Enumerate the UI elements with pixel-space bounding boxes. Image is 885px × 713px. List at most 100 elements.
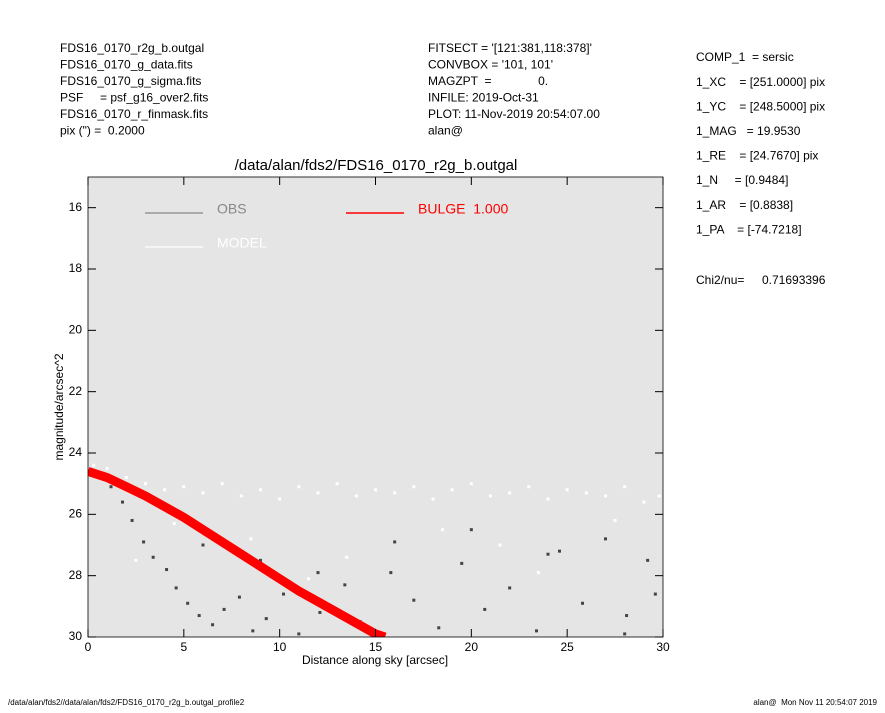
data-point [345, 555, 349, 559]
data-point [625, 614, 629, 618]
data-point [657, 494, 661, 498]
x-tick-label: 15 [369, 640, 383, 654]
data-point [536, 571, 540, 575]
data-point [508, 586, 512, 590]
data-point [565, 488, 569, 492]
data-point [489, 494, 492, 498]
header-middle-line: FITSECT = '[121:381,118:378]' [428, 41, 592, 55]
data-point [343, 583, 347, 587]
data-point [197, 614, 201, 618]
data-point [306, 577, 310, 581]
data-point [211, 623, 215, 627]
y-tick-label: 26 [69, 507, 83, 521]
data-point [393, 540, 397, 544]
data-point [653, 592, 657, 596]
y-tick-label: 16 [69, 200, 83, 214]
data-point [316, 571, 320, 575]
header-left-line: PSF = psf_g16_over2.fits [60, 91, 208, 105]
data-point [278, 497, 282, 501]
data-point [220, 482, 224, 486]
data-point [222, 607, 226, 611]
header-middle-line: CONVBOX = '101, 101' [428, 58, 553, 72]
data-point [354, 494, 358, 498]
data-point [105, 466, 109, 470]
data-point [558, 549, 561, 553]
data-point [469, 482, 473, 486]
header-middle-line: MAGZPT = 0. [428, 74, 548, 88]
y-tick-label: 20 [69, 323, 83, 337]
data-point [182, 485, 186, 489]
data-point [389, 571, 393, 575]
data-point [431, 497, 435, 501]
header-left-line: FDS16_0170_r_finmask.fits [60, 107, 208, 121]
data-point [412, 598, 416, 602]
data-point [109, 485, 113, 489]
chi2-value: 0.71693396 [762, 273, 826, 287]
data-point [584, 491, 588, 495]
data-point [460, 561, 464, 565]
data-point [535, 629, 538, 633]
x-tick-label: 10 [273, 640, 287, 654]
header-middle-line: alan@ [428, 124, 463, 138]
header-middle-line: INFILE: 2019-Oct-31 [428, 91, 539, 105]
data-point [546, 497, 550, 501]
data-point [259, 488, 262, 492]
data-point [165, 568, 169, 572]
legend-label: MODEL [217, 235, 267, 251]
x-tick-label: 30 [656, 640, 670, 654]
data-point [121, 500, 124, 504]
y-tick-label: 24 [69, 445, 83, 459]
y-tick-label: 30 [69, 629, 83, 643]
data-point [623, 485, 627, 489]
data-point [124, 476, 128, 480]
data-point [92, 463, 96, 467]
data-point [201, 491, 205, 495]
data-point [249, 537, 253, 541]
data-point [134, 558, 138, 562]
data-point [412, 485, 416, 489]
data-point [174, 586, 178, 590]
data-point [483, 607, 487, 611]
data-point [151, 555, 155, 559]
data-point [201, 543, 205, 547]
data-point [259, 558, 262, 562]
footer-right: alan@ Mon Nov 11 20:54:07 2019 [753, 698, 877, 707]
footer-left: /data/alan/fds2//data/alan/fds2/FDS16_01… [8, 698, 245, 707]
header-right-line: COMP_1 = sersic [696, 50, 794, 64]
data-point [186, 601, 190, 605]
x-tick-label: 0 [85, 640, 92, 654]
header-right-line: 1_MAG = 19.9530 [696, 124, 801, 138]
header-right-line: 1_XC = [251.0000] pix [696, 75, 825, 89]
data-point [172, 522, 176, 526]
y-tick-label: 22 [69, 384, 83, 398]
y-tick-label: 18 [69, 261, 83, 275]
data-point [604, 537, 607, 541]
header-right-line: 1_PA = [-74.7218] [696, 222, 802, 236]
data-point [282, 592, 285, 596]
y-tick-label: 28 [69, 568, 83, 582]
data-point [237, 595, 241, 599]
plot-area [88, 177, 663, 637]
data-point [581, 601, 584, 605]
data-point [335, 482, 339, 486]
x-tick-label: 20 [465, 640, 479, 654]
data-point [297, 632, 301, 636]
header-left-line: FDS16_0170_r2g_b.outgal [60, 41, 204, 55]
data-point [441, 528, 445, 532]
data-point [239, 494, 243, 498]
y-axis-label: magnitude/arcsec^2 [52, 353, 66, 460]
legend-label: OBS [217, 201, 247, 217]
data-point [318, 610, 322, 614]
header-right-line: 1_N = [0.9484] [696, 173, 788, 187]
data-point [623, 632, 627, 636]
data-point [251, 629, 255, 633]
header-left-line: FDS16_0170_g_sigma.fits [60, 74, 201, 88]
data-point [316, 491, 320, 495]
data-point [508, 491, 512, 495]
data-point [604, 494, 607, 498]
data-point [469, 528, 473, 532]
x-tick-label: 5 [180, 640, 187, 654]
chi2-label: Chi2/nu= [696, 273, 744, 287]
